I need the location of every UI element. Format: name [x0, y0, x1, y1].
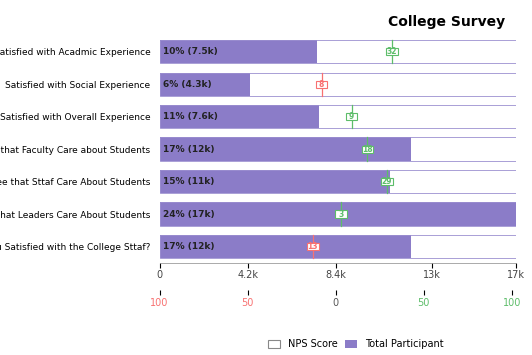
- Bar: [160, 105, 319, 128]
- Bar: [160, 40, 516, 64]
- Bar: [160, 202, 516, 226]
- Bar: [362, 146, 373, 153]
- Bar: [381, 178, 393, 185]
- Bar: [346, 113, 358, 120]
- Bar: [316, 81, 327, 88]
- Bar: [160, 235, 516, 258]
- Legend: NPS Score, Total Participant: NPS Score, Total Participant: [264, 335, 447, 353]
- Bar: [160, 170, 516, 193]
- Bar: [160, 137, 516, 161]
- Bar: [160, 40, 516, 64]
- Bar: [160, 235, 516, 258]
- Bar: [160, 40, 317, 64]
- Bar: [160, 170, 516, 193]
- Text: 24% (17k): 24% (17k): [163, 209, 215, 219]
- Text: 17% (12k): 17% (12k): [163, 144, 215, 154]
- Text: 32: 32: [387, 47, 397, 56]
- Text: College Survey: College Survey: [388, 15, 505, 29]
- Text: 8: 8: [319, 80, 325, 89]
- Bar: [160, 137, 411, 161]
- Text: 10% (7.5k): 10% (7.5k): [163, 47, 218, 56]
- Text: 18: 18: [362, 144, 373, 154]
- Text: 13: 13: [307, 242, 318, 251]
- Bar: [160, 202, 516, 226]
- Text: 17% (12k): 17% (12k): [163, 242, 215, 251]
- Bar: [160, 202, 516, 226]
- Bar: [386, 48, 398, 55]
- Text: 3: 3: [338, 209, 344, 219]
- Bar: [160, 72, 250, 96]
- Text: 29: 29: [381, 177, 392, 186]
- Text: 6% (4.3k): 6% (4.3k): [163, 80, 212, 89]
- Text: 11% (7.6k): 11% (7.6k): [163, 112, 218, 121]
- Bar: [307, 243, 319, 250]
- Bar: [160, 72, 516, 96]
- Bar: [160, 105, 516, 128]
- Bar: [160, 170, 390, 193]
- Bar: [160, 105, 516, 128]
- Bar: [160, 235, 411, 258]
- Text: 9: 9: [349, 112, 354, 121]
- Bar: [160, 137, 516, 161]
- Bar: [335, 211, 347, 218]
- Text: 15% (11k): 15% (11k): [163, 177, 215, 186]
- Bar: [160, 72, 516, 96]
